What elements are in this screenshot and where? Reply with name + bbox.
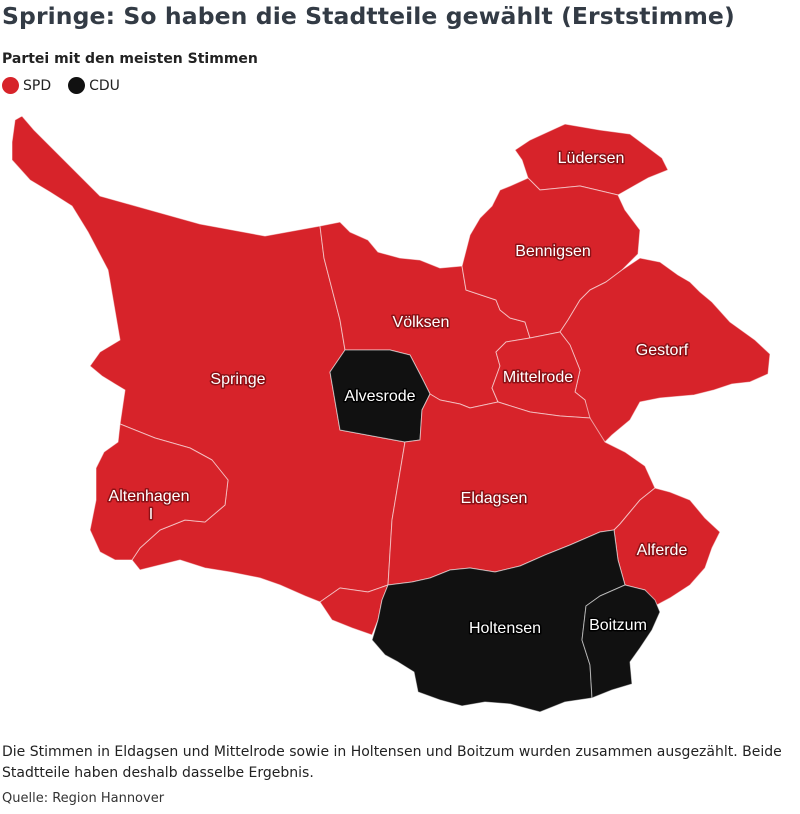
legend-item-spd: SPD — [2, 77, 51, 94]
label-boitzum: Boitzum — [589, 617, 647, 634]
legend-label-spd: SPD — [23, 77, 52, 94]
legend-title: Partei mit den meisten Stimmen — [2, 51, 258, 67]
legend: SPD CDU — [2, 77, 137, 94]
label-eldagsen: Eldagsen — [461, 490, 528, 507]
legend-item-cdu: CDU — [68, 77, 120, 94]
legend-swatch-spd — [2, 77, 19, 94]
label-bennigsen: Bennigsen — [515, 243, 591, 260]
label-holtensen: Holtensen — [469, 620, 541, 637]
district-boitzum[interactable] — [581, 584, 661, 699]
district-mittelrode[interactable] — [491, 331, 591, 419]
legend-label-cdu: CDU — [89, 77, 120, 94]
label-altenhagen-line1: Altenhagen — [109, 488, 190, 505]
district-altenhagen-i[interactable] — [89, 423, 229, 561]
label-altenhagen-line2: I — [149, 506, 153, 523]
district-alferde[interactable] — [613, 487, 721, 607]
label-luedersen: Lüdersen — [558, 150, 625, 167]
label-gestorf: Gestorf — [636, 342, 689, 359]
label-springe: Springe — [210, 371, 265, 388]
label-alferde: Alferde — [637, 542, 688, 559]
district-map: Springe Alvesrode Völksen Lüdersen Benni… — [11, 115, 771, 713]
label-alvesrode: Alvesrode — [344, 388, 415, 405]
footnote: Die Stimmen in Eldagsen und Mittelrode s… — [2, 744, 782, 781]
label-mittelrode: Mittelrode — [503, 369, 573, 386]
source: Quelle: Region Hannover — [2, 791, 165, 806]
label-voelksen: Völksen — [393, 314, 450, 331]
legend-swatch-cdu — [68, 77, 86, 94]
chart-title: Springe: So haben die Stadtteile gewählt… — [2, 2, 735, 30]
